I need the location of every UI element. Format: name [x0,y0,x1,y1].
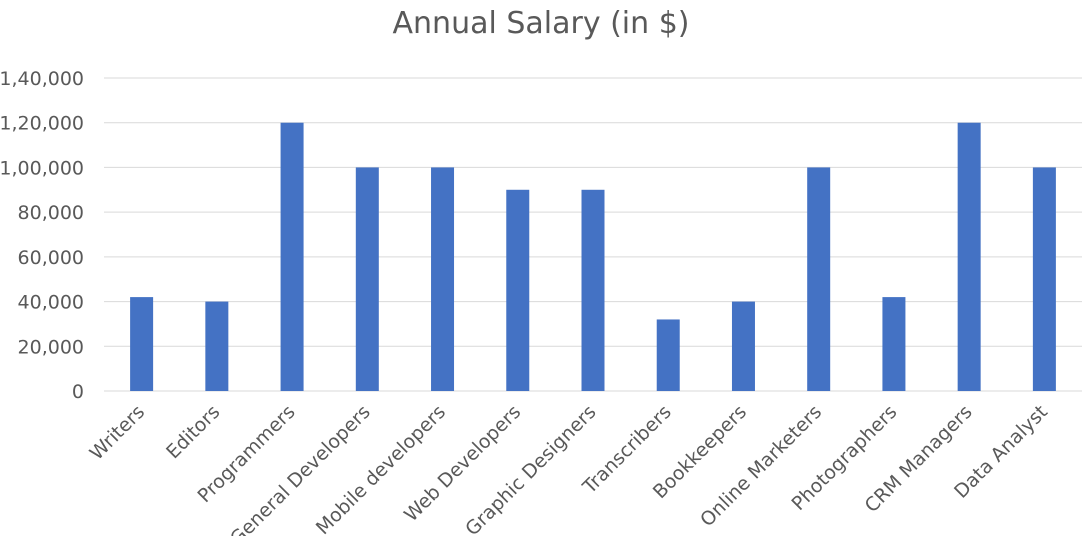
y-tick-label: 40,000 [18,292,84,314]
y-tick-label: 1,00,000 [0,157,84,179]
y-tick-label: 1,40,000 [0,68,84,90]
y-tick-label: 0 [72,381,84,403]
y-tick-label: 1,20,000 [0,113,84,135]
x-tick-label: Graphic Designers [461,401,600,536]
bar [1032,167,1056,391]
bar [957,122,981,391]
bar [731,301,755,391]
bar [807,167,831,391]
x-tick-label: Writers [86,401,150,465]
y-tick-label: 80,000 [18,202,84,224]
bar [431,167,455,391]
y-tick-label: 60,000 [18,247,84,269]
bar [581,189,605,391]
bar [882,297,906,391]
bar [205,301,229,391]
y-tick-label: 20,000 [18,336,84,358]
bar [280,122,304,391]
bar [506,189,530,391]
chart-title: Annual Salary (in $) [392,6,690,41]
bar [355,167,379,391]
x-tick-label: Editors [162,401,224,463]
bar [656,319,680,391]
x-tick-label: Mobile developers [312,401,450,536]
x-tick-label: General Developers [226,401,375,536]
bar [130,297,154,391]
